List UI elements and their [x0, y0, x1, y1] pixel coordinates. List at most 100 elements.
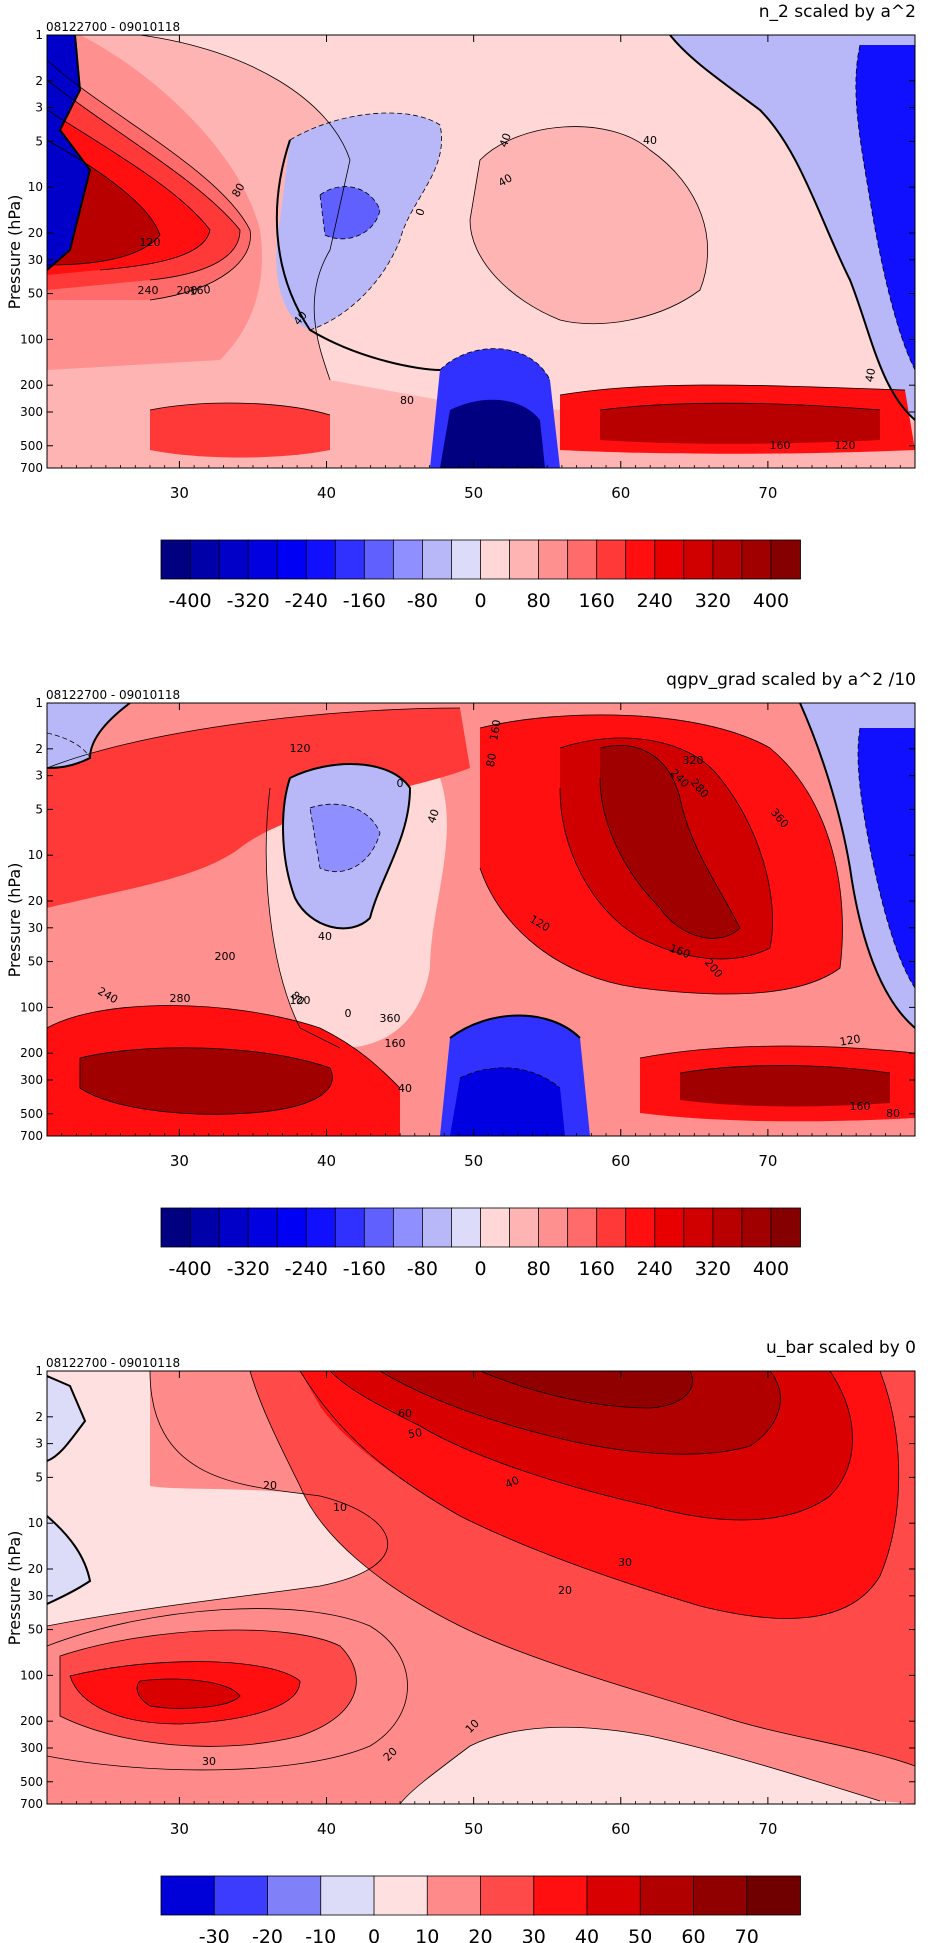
colorbar-swatch — [625, 1207, 656, 1248]
contour-field — [47, 35, 915, 468]
y-tick-label: 50 — [28, 287, 43, 301]
contour-label-text: 160 — [385, 1037, 406, 1050]
colorbar-swatch — [683, 1207, 714, 1248]
contour-label: 40 — [643, 134, 657, 147]
contour-lines-negative — [289, 44, 915, 381]
region-u-lower-50 — [137, 1679, 240, 1709]
colorbar-swatch — [392, 539, 424, 580]
colorbar-swatch — [267, 1875, 322, 1916]
colorbar-label: -240 — [285, 590, 328, 612]
y-tick-label: 5 — [35, 134, 43, 148]
contour-label: 0 — [397, 777, 404, 790]
colorbar: -400 -320 -240 -160 -80 0 80 160 240 320 400 — [160, 539, 801, 612]
contour-label: 50 — [407, 1426, 423, 1441]
chart-svg-u-bar: u_bar scaled by 0 08122700 - 09010118 — [5, 1338, 916, 1943]
contour-label: 200 — [177, 284, 198, 297]
chart-svg-qgpv-grad: qgpv_grad scaled by a^2 /10 08122700 - 0… — [5, 670, 916, 1280]
colorbar-swatch — [741, 539, 772, 580]
y-tick-label: 10 — [28, 180, 43, 194]
contour-label-text: 40 — [643, 134, 657, 147]
colorbar-label: -20 — [252, 1926, 283, 1943]
x-tick-label: 70 — [758, 484, 777, 502]
zero-contours — [47, 703, 915, 1039]
contour-label-text: 50 — [407, 1426, 423, 1441]
contour-label: 160 — [770, 439, 791, 452]
y-tick-label: 200 — [20, 378, 43, 392]
y-tick-label: 500 — [20, 1775, 43, 1789]
chart-panel-qgpv-grad: qgpv_grad scaled by a^2 /10 08122700 - 0… — [0, 668, 930, 1293]
y-tick-label: 500 — [20, 1107, 43, 1121]
chart-title: qgpv_grad scaled by a^2 /10 — [666, 670, 916, 690]
contour-label-text: 40 — [497, 131, 514, 149]
contour-label: 160 — [487, 719, 503, 742]
contour-label-text: 160 — [189, 283, 211, 298]
contour-label: 40 — [425, 807, 442, 825]
contour-label-text: 40 — [398, 1082, 412, 1095]
colorbar-label: 400 — [753, 1258, 789, 1280]
contour-label-text: 30 — [618, 1556, 632, 1569]
colorbar-swatch — [712, 539, 743, 580]
contour-label-text: 200 — [177, 284, 198, 297]
region-pos-lower-left-core — [80, 1047, 333, 1115]
y-tick-label: 700 — [20, 1129, 43, 1143]
contour-field — [47, 1371, 915, 1804]
region-pos-80-b — [470, 126, 708, 324]
colorbar-swatch — [712, 1207, 743, 1248]
colorbar-swatch — [247, 539, 279, 580]
region-u-neg — [47, 1376, 85, 1461]
contour-label-text: 160 — [487, 719, 503, 742]
contour-lines — [47, 1371, 915, 1804]
contour-label: 120 — [835, 439, 856, 452]
colorbar-label: 30 — [522, 1926, 546, 1943]
colorbar-swatch — [160, 539, 191, 580]
colorbar-swatch — [320, 1875, 375, 1916]
colorbar-swatch — [373, 1875, 429, 1916]
colorbar-swatch — [654, 539, 685, 580]
y-axis: 1 2 3 5 10 20 30 50 100 200 300 500 700 — [20, 696, 915, 1143]
colorbar-swatch — [363, 1207, 395, 1248]
contour-label-text: 40 — [496, 171, 515, 189]
colorbar-swatch — [509, 539, 540, 580]
contour-label-text: 120 — [290, 994, 311, 1007]
colorbar-swatch — [538, 1207, 569, 1248]
y-tick-label: 30 — [28, 1589, 43, 1603]
y-tick-label: 10 — [28, 1516, 43, 1530]
colorbar-label: 80 — [526, 1258, 550, 1280]
colorbar-swatch — [625, 539, 656, 580]
contour-label-text: 280 — [170, 992, 191, 1005]
colorbar-swatch — [334, 539, 366, 580]
contour-label: 0 — [345, 1007, 352, 1020]
region-neg-right-core — [858, 728, 915, 988]
colorbar-swatch — [160, 1207, 191, 1248]
colorbar-swatch — [746, 1875, 801, 1916]
contour-label-text: 40 — [503, 1474, 521, 1492]
colorbar-label: 160 — [579, 590, 615, 612]
y-tick-label: 200 — [20, 1046, 43, 1060]
colorbar-label: -320 — [227, 1258, 270, 1280]
colorbar-label: -10 — [305, 1926, 336, 1943]
contour-label-text: 120 — [140, 236, 161, 249]
colorbar-label: 0 — [474, 590, 486, 612]
colorbar-swatch — [305, 1207, 337, 1248]
x-tick-label: 60 — [611, 484, 630, 502]
contour-label-text: 0 — [413, 207, 428, 218]
contour-label-text: 40 — [863, 367, 878, 383]
y-tick-label: 10 — [28, 848, 43, 862]
contour-label: 40 — [398, 1082, 412, 1095]
colorbar-swatch — [276, 1207, 308, 1248]
plot-frame — [46, 702, 916, 1137]
contour-label: 160 — [189, 283, 211, 298]
colorbar-swatch — [596, 539, 627, 580]
colorbar-label: 240 — [637, 590, 673, 612]
colorbar-swatch — [533, 1875, 588, 1916]
colorbar-swatch — [480, 539, 511, 580]
colorbar-swatch — [567, 539, 598, 580]
colorbar-label: -400 — [168, 590, 211, 612]
colorbar-label: 240 — [637, 1258, 673, 1280]
contour-label-text: 0 — [345, 1007, 352, 1020]
colorbar-swatch — [160, 1875, 216, 1916]
contour-label: 40 — [497, 131, 514, 149]
region-neg-bottom-core — [450, 1067, 565, 1136]
colorbar-label: 400 — [753, 590, 789, 612]
colorbar-label: 0 — [474, 1258, 486, 1280]
